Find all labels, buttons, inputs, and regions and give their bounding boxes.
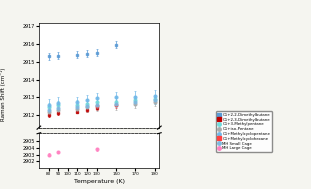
- X-axis label: Temperature (K): Temperature (K): [74, 179, 125, 184]
- Text: Raman Shift (cm⁻¹): Raman Shift (cm⁻¹): [0, 68, 6, 121]
- Legend: C1+2,2-Dimethylbutane, C1+2,3-Dimethylbutane, C1+3-Methylpentane, C1+iso-Pentane: C1+2,2-Dimethylbutane, C1+2,3-Dimethylbu…: [216, 111, 272, 152]
